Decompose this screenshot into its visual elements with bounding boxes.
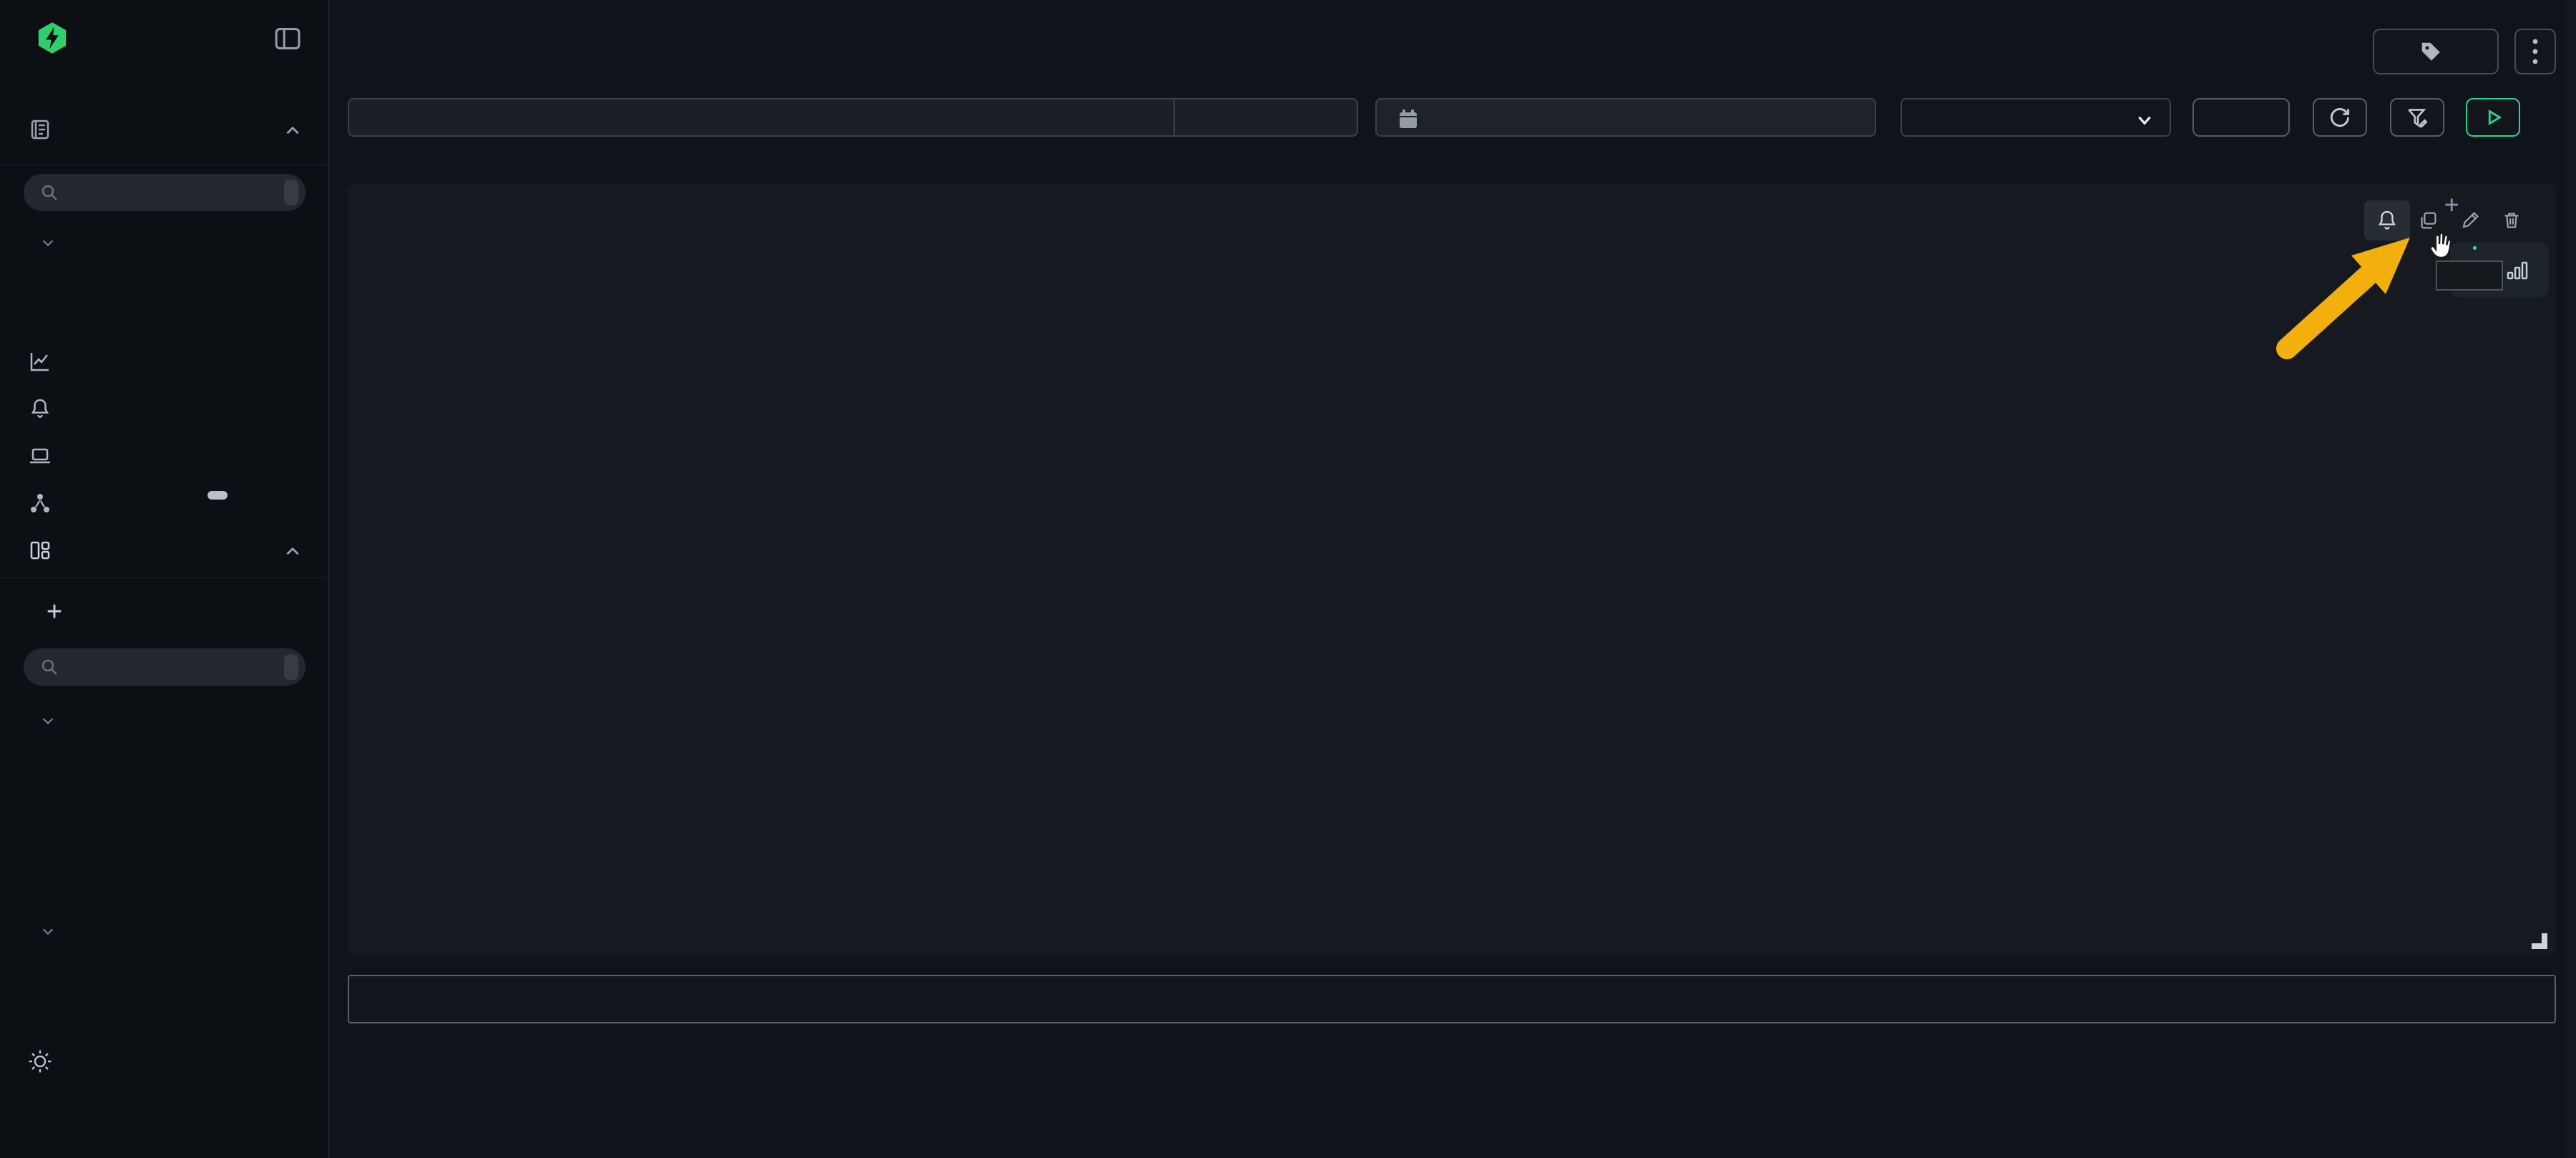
- alerts-tooltip: [2436, 261, 2503, 291]
- event-search-input[interactable]: [364, 102, 1165, 132]
- tile-alerts-button[interactable]: [2364, 200, 2410, 240]
- granularity-select[interactable]: [1901, 98, 2171, 137]
- refresh-button[interactable]: [2313, 98, 2367, 137]
- tile-edit-button[interactable]: [2447, 200, 2493, 240]
- play-icon: [2488, 109, 2502, 126]
- chevron-up-icon[interactable]: [283, 542, 302, 561]
- bar-chart-icon[interactable]: [2504, 258, 2530, 283]
- shortcut-badge: [284, 654, 298, 680]
- logo-row: [0, 17, 329, 63]
- bell-icon: [31, 399, 49, 418]
- run-query-button[interactable]: [2466, 98, 2520, 137]
- scrollbar[interactable]: [2567, 0, 2576, 1158]
- duration-chart[interactable]: [336, 243, 2562, 916]
- status-dot: [2473, 246, 2477, 250]
- chevron-down-icon: [2138, 116, 2151, 125]
- search-icon: [42, 185, 57, 200]
- shortcut-badge: [284, 180, 298, 205]
- search-icon: [42, 659, 57, 675]
- tile-delete-button[interactable]: [2489, 200, 2534, 240]
- sidebar-item-client-sessions[interactable]: [0, 434, 329, 478]
- calendar-icon: [1400, 110, 1417, 128]
- saved-searches-input[interactable]: [24, 174, 306, 211]
- live-button[interactable]: [2192, 98, 2290, 137]
- add-new-tile-button[interactable]: [348, 975, 2556, 1023]
- saved-searches-header[interactable]: [0, 229, 329, 253]
- kebab-icon: [2532, 39, 2538, 64]
- chevron-down-icon: [42, 240, 54, 247]
- chevron-up-icon[interactable]: [283, 122, 302, 140]
- date-range-picker[interactable]: [1375, 98, 1876, 137]
- tag-icon: [2421, 42, 2440, 61]
- kebab-menu-button[interactable]: [2514, 29, 2556, 74]
- dashboard-tile: [348, 183, 2556, 956]
- chevron-down-icon: [42, 718, 54, 725]
- tile-duplicate-button[interactable]: [2406, 200, 2451, 240]
- tile-resize-handle[interactable]: [2532, 933, 2547, 949]
- sidebar-item-team-settings[interactable]: [0, 1039, 329, 1084]
- collapse-sidebar-icon[interactable]: [272, 23, 303, 54]
- service-map-icon: [31, 494, 49, 512]
- sidebar-item-chart-explorer[interactable]: [0, 339, 329, 384]
- saved-dashboards-header[interactable]: [0, 707, 329, 731]
- hyperdx-logo-icon: [38, 22, 67, 54]
- sidebar-item-alerts[interactable]: [0, 386, 329, 431]
- sidebar-item-service-map[interactable]: [0, 481, 329, 525]
- event-search-box: [348, 98, 1358, 137]
- delete-icon: [2504, 213, 2519, 228]
- filter-edit-icon: [2408, 109, 2428, 127]
- sidebar-item-search[interactable]: [0, 107, 329, 152]
- gear-icon: [29, 1050, 52, 1073]
- plus-icon: [47, 604, 62, 618]
- filter-button[interactable]: [2390, 98, 2444, 137]
- laptop-icon: [30, 448, 50, 464]
- sidebar-item-dashboards[interactable]: [0, 528, 329, 573]
- duplicate-icon: [2421, 212, 2436, 229]
- sidebar: [0, 0, 329, 1158]
- dashboard-grid-icon: [30, 541, 50, 560]
- alert-bell-plus-icon: [2379, 210, 2396, 230]
- saved-dashboards-input[interactable]: [24, 648, 306, 686]
- alert-plus-mark: +: [2444, 190, 2459, 219]
- query-language-toggle: [1174, 99, 1357, 135]
- presets-header[interactable]: [0, 918, 329, 942]
- search-page-icon: [31, 120, 49, 140]
- line-chart-icon: [30, 353, 49, 371]
- chevron-down-icon: [42, 928, 54, 935]
- edit-icon: [2462, 212, 2479, 228]
- beta-badge: [208, 491, 228, 500]
- tags-button[interactable]: [2373, 29, 2499, 74]
- create-dashboard-button[interactable]: [0, 591, 329, 631]
- divider: [0, 577, 329, 578]
- refresh-icon: [2330, 107, 2350, 127]
